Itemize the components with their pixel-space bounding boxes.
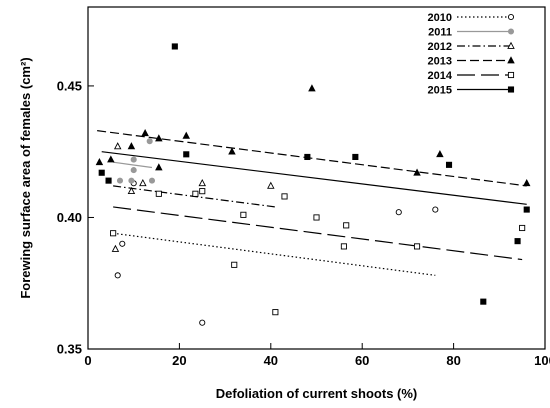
data-point-2011 [116, 177, 124, 184]
y-axis-label: Forewing surface area of females (cm²) [18, 57, 33, 298]
data-point-2013 [155, 134, 163, 142]
data-point-2014 [231, 261, 238, 268]
data-point-2013 [308, 84, 316, 92]
data-point-2015 [523, 206, 530, 213]
data-point-2015 [304, 153, 311, 161]
y-tick-label: 0.40 [57, 210, 82, 225]
data-point-2015 [183, 151, 190, 158]
data-point-2015 [352, 153, 359, 161]
data-point-2010 [119, 240, 126, 247]
x-axis-label: Defoliation of current shoots (%) [216, 386, 418, 401]
fit-line-2010 [113, 232, 436, 276]
data-point-2014 [519, 224, 526, 232]
legend-marker-2010 [507, 13, 515, 21]
data-point-2015 [480, 298, 487, 305]
data-point-2012 [267, 181, 275, 189]
data-point-2011 [130, 156, 137, 163]
data-point-2014 [340, 243, 347, 250]
legend-marker-2014 [507, 71, 515, 79]
data-point-2011 [128, 177, 135, 184]
data-point-2013 [127, 142, 136, 150]
x-tick-label: 100 [534, 353, 550, 368]
x-tick-label: 80 [446, 353, 460, 368]
y-tick-label: 0.35 [57, 342, 82, 357]
data-point-2013 [228, 147, 236, 155]
legend-marker-2011 [507, 28, 515, 35]
data-point-2012 [111, 244, 120, 252]
x-tick-label: 40 [264, 353, 278, 368]
data-point-2014 [110, 230, 117, 237]
legend-marker-2012 [507, 41, 515, 49]
data-point-2014 [192, 190, 199, 197]
fit-line-2015 [101, 151, 527, 205]
fit-line-2013 [97, 130, 527, 187]
data-point-2013 [107, 155, 115, 163]
data-point-2014 [272, 309, 279, 316]
x-tick-label: 0 [84, 353, 91, 368]
data-point-2011 [148, 177, 156, 184]
data-point-2012 [198, 178, 206, 187]
y-axis: 0.35 0.40 0.45 [57, 78, 94, 357]
fit-line-2014 [113, 206, 523, 261]
data-point-2012 [139, 178, 147, 187]
x-axis: 0 20 40 60 80 100 [84, 343, 550, 368]
data-point-2014 [313, 214, 320, 221]
legend-label-2012: 2012 [428, 41, 452, 53]
data-point-2012 [127, 186, 136, 195]
legend-label-2010: 2010 [428, 12, 452, 24]
data-point-2015 [445, 161, 453, 168]
plot-area [87, 6, 546, 350]
legend-label-2013: 2013 [428, 56, 452, 68]
data-points [95, 43, 531, 326]
data-point-2012 [113, 142, 122, 150]
legend-label-2014: 2014 [428, 70, 453, 82]
fit-lines [97, 130, 527, 276]
legend: 2010 2011 2012 2013 2014 2015 [428, 12, 515, 97]
data-point-2014 [199, 188, 206, 195]
data-point-2013 [141, 129, 149, 137]
data-point-2013 [413, 168, 421, 176]
x-tick-label: 20 [172, 353, 186, 368]
data-point-2015 [105, 177, 112, 184]
data-point-2010 [199, 319, 206, 326]
fit-line-2011 [113, 161, 153, 169]
data-point-2013 [155, 163, 163, 171]
legend-marker-2013 [507, 56, 515, 64]
data-point-2015 [98, 169, 105, 176]
data-point-2013 [522, 178, 531, 187]
data-point-2013 [182, 131, 191, 139]
legend-label-2011: 2011 [428, 27, 452, 39]
data-point-2015 [514, 238, 521, 245]
data-point-2013 [95, 157, 104, 166]
data-point-2010 [395, 209, 402, 216]
data-point-2011 [130, 167, 137, 174]
x-tick-label: 60 [355, 353, 369, 368]
data-point-2015 [171, 43, 178, 50]
data-point-2014 [155, 190, 162, 197]
data-point-2014 [281, 193, 288, 200]
data-point-2010 [114, 272, 121, 279]
data-point-2014 [343, 222, 350, 229]
legend-marker-2015 [507, 86, 515, 93]
plot-frame [87, 6, 546, 350]
legend-label-2015: 2015 [428, 85, 452, 97]
data-point-2014 [240, 211, 247, 218]
y-tick-label: 0.45 [57, 78, 82, 93]
data-point-2014 [413, 243, 421, 250]
data-point-2010 [432, 206, 439, 213]
data-point-2013 [436, 150, 444, 158]
data-point-2011 [146, 138, 153, 145]
